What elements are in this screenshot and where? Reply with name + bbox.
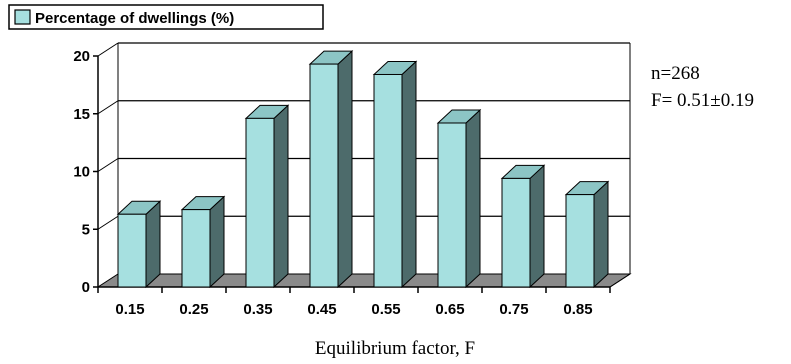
legend-label: Percentage of dwellings (%) [35,10,234,27]
x-ticks: 0.15 0.25 0.35 0.45 0.55 0.65 0.75 0.85 [97,287,611,318]
x-tick-label: 0.35 [243,301,272,318]
gridline-side [97,215,119,230]
bar [308,49,354,289]
bar [116,200,162,289]
bar-side [529,164,545,289]
x-tick-label: 0.85 [563,301,592,318]
x-tick-label: 0.65 [435,301,464,318]
bar [564,180,610,289]
legend-swatch [14,9,31,25]
bar [244,104,290,289]
annotation-f: F= 0.51±0.19 [651,90,754,111]
gridline-side [97,42,119,57]
x-tick-label: 0.55 [371,301,400,318]
gridlines [97,42,630,230]
y-tick-label: 0 [82,279,90,296]
y-tick-label: 15 [73,106,90,123]
y-tick-label: 20 [73,48,90,65]
bar [180,195,226,289]
gridline-side [97,158,119,172]
bar-side [209,195,225,289]
bar-front [437,122,467,288]
bar-front [373,73,403,288]
x-axis-label: Equilibrium factor, F [315,338,475,359]
y-tick-label: 5 [82,221,90,238]
y-ticks: 0 5 10 15 20 [73,48,98,296]
bar-side [273,104,289,289]
floor [96,273,632,288]
bar-front [245,117,275,288]
bar [500,164,546,289]
x-tick-label: 0.75 [499,301,528,318]
bar-side [145,200,161,289]
bar [372,60,418,289]
bar-side [593,180,609,289]
x-tick-label: 0.15 [115,301,144,318]
x-tick-label: 0.25 [179,301,208,318]
bar-front [501,177,531,288]
annotation-n: n=268 [651,63,700,84]
x-tick-label: 0.45 [307,301,336,318]
bar-front [181,209,211,288]
bar-side [337,49,353,289]
bar-front [309,63,339,288]
y-tick-label: 10 [73,164,90,181]
bar [436,108,482,289]
legend-box [8,4,324,30]
floor-edge [609,273,631,288]
bar-side [465,108,481,289]
bar-front [117,213,147,288]
bar-front [565,194,595,288]
axes [97,56,631,288]
plot-area: 0 5 10 15 20 0.15 0.25 0.35 0.45 0.55 0.65 0.75 0.8… [73,42,632,318]
gridline-side [97,100,119,115]
bar-side [401,60,417,289]
bars [116,49,610,289]
legend: Percentage of dwellings (%) [8,4,324,30]
